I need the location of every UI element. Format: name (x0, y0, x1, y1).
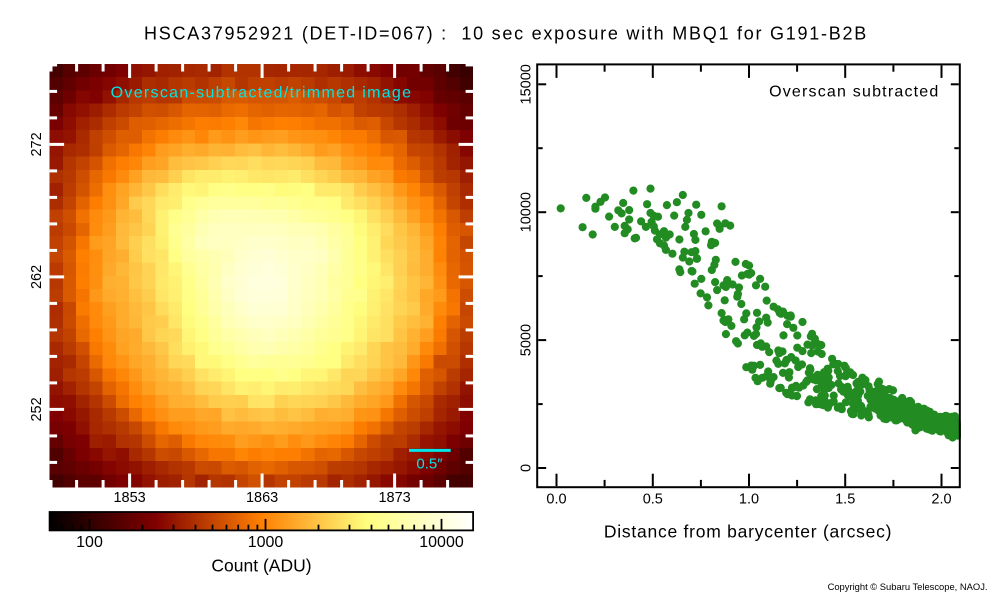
svg-text:5000: 5000 (519, 324, 535, 356)
svg-text:Distance from barycenter (arcs: Distance from barycenter (arcsec) (604, 522, 892, 542)
svg-text:2.0: 2.0 (931, 492, 951, 508)
svg-text:1.5: 1.5 (835, 492, 855, 508)
svg-text:1000: 1000 (248, 534, 284, 551)
svg-text:Overscan-subtracted/trimmed im: Overscan-subtracted/trimmed image (111, 85, 413, 102)
svg-text:0: 0 (519, 464, 535, 472)
svg-text:0.0: 0.0 (546, 492, 566, 508)
svg-text:1853: 1853 (113, 490, 145, 506)
svg-text:HSCA37952921 (DET-ID=067) : 1: HSCA37952921 (DET-ID=067) : 10 sec expos… (144, 24, 868, 44)
svg-text:10000: 10000 (519, 192, 535, 232)
svg-text:15000: 15000 (519, 64, 535, 104)
svg-text:262: 262 (29, 265, 45, 289)
svg-text:10000: 10000 (419, 534, 464, 551)
svg-text:1.0: 1.0 (739, 492, 759, 508)
svg-text:0.5: 0.5 (643, 492, 663, 508)
svg-text:100: 100 (76, 534, 103, 551)
svg-text:Overscan subtracted: Overscan subtracted (769, 84, 939, 101)
svg-text:272: 272 (29, 132, 45, 156)
svg-text:252: 252 (29, 397, 45, 421)
svg-text:Copyright © Subaru Telescope,: Copyright © Subaru Telescope, NAOJ. (828, 581, 988, 592)
svg-text:Count (ADU): Count (ADU) (211, 556, 311, 576)
svg-text:1863: 1863 (246, 490, 278, 506)
svg-text:0.5″: 0.5″ (416, 456, 443, 473)
svg-text:1873: 1873 (378, 490, 410, 506)
